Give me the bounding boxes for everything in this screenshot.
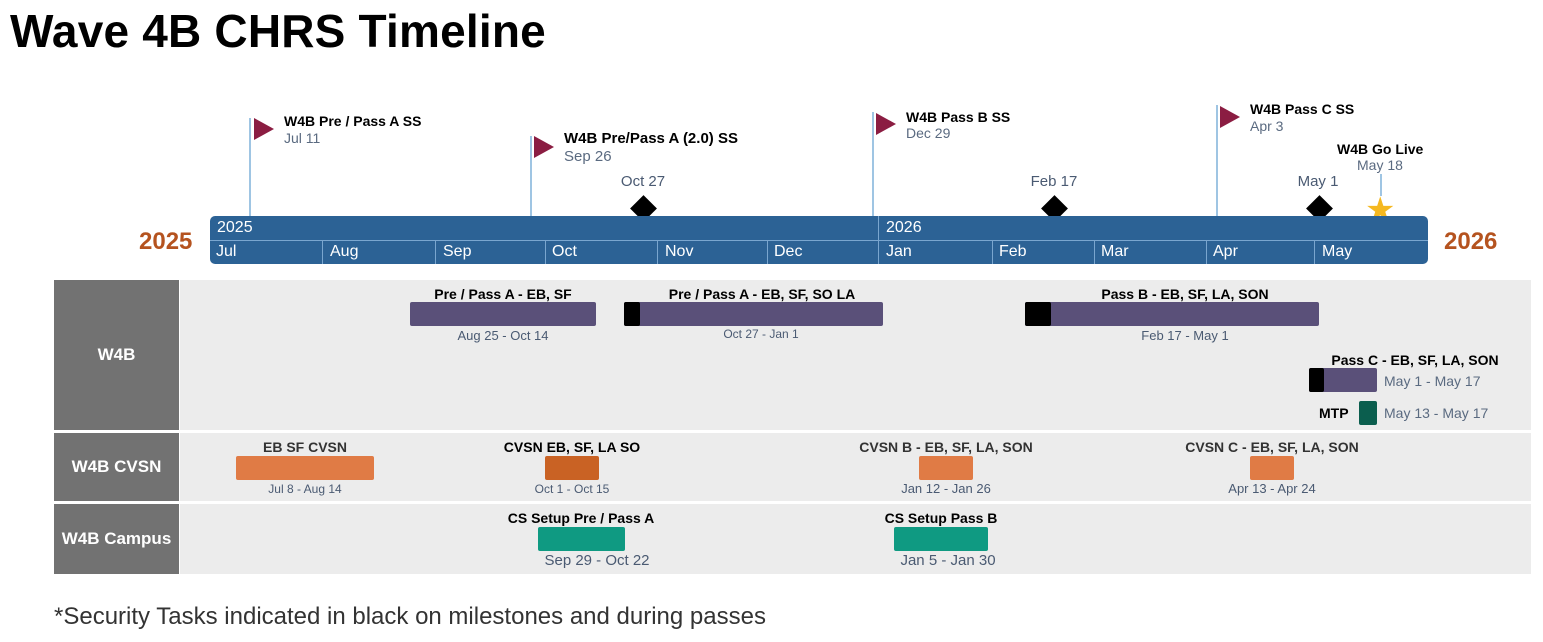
lane-w4b-cvsn <box>180 433 1531 501</box>
task-date: Oct 27 - Jan 1 <box>723 327 799 341</box>
task-label: CS Setup Pass B <box>884 510 998 526</box>
task-date: Apr 13 - Apr 24 <box>1228 481 1316 496</box>
milestone-label: W4B Pre/Pass A (2.0) SS <box>564 130 738 147</box>
task-label: CVSN EB, SF, LA SO <box>503 439 641 455</box>
month-label: Jul <box>216 243 237 260</box>
task-bar <box>1025 302 1319 326</box>
flag-icon <box>876 113 896 135</box>
timeline-divider <box>767 240 768 264</box>
task-bar <box>624 302 883 326</box>
task-label: CS Setup Pre / Pass A <box>507 510 655 526</box>
flag-icon <box>534 136 554 158</box>
footnote: *Security Tasks indicated in black on mi… <box>54 603 766 630</box>
timeline-year: 2025 <box>217 219 253 236</box>
year-right: 2026 <box>1444 228 1498 255</box>
security-task-segment <box>624 302 640 326</box>
task-bar <box>894 527 988 551</box>
task-label: MTP <box>1319 405 1349 421</box>
month-label: Mar <box>1101 243 1129 260</box>
task-bar <box>410 302 596 326</box>
security-task-segment <box>1309 368 1324 392</box>
task-date: Jul 8 - Aug 14 <box>268 482 342 496</box>
task-bar <box>1359 401 1377 425</box>
timeline-divider <box>878 216 879 264</box>
page-title: Wave 4B CHRS Timeline <box>10 5 546 57</box>
month-label: Apr <box>1213 243 1238 260</box>
milestone-pole <box>872 112 874 216</box>
task-date: Sep 29 - Oct 22 <box>544 552 650 569</box>
timeline-bar: 2025 2026 Jul Aug Sep Oct Nov Dec Jan Fe… <box>210 216 1428 264</box>
flag-icon <box>254 118 274 140</box>
task-label: Pass C - EB, SF, LA, SON <box>1331 352 1499 368</box>
security-task-segment <box>1025 302 1051 326</box>
go-live-label: W4B Go Live <box>1337 141 1424 157</box>
lane-header-w4b-campus: W4B Campus <box>54 504 179 574</box>
month-label: Feb <box>999 243 1027 260</box>
year-left: 2025 <box>139 228 193 255</box>
security-milestone-date: Feb 17 <box>1030 173 1078 190</box>
task-bar <box>919 456 973 480</box>
flag-icon <box>1220 106 1240 128</box>
month-label: May <box>1322 243 1353 260</box>
task-date: Oct 1 - Oct 15 <box>534 482 610 496</box>
month-label: Jan <box>886 243 912 260</box>
security-milestone-date: Oct 27 <box>620 173 666 190</box>
milestone-date: Jul 11 <box>284 130 321 146</box>
task-label: CVSN C - EB, SF, LA, SON <box>1185 439 1359 455</box>
milestone-date: Dec 29 <box>906 125 951 141</box>
task-bar <box>1250 456 1294 480</box>
task-bar <box>545 456 599 480</box>
task-label: Pass B - EB, SF, LA, SON <box>1101 286 1269 302</box>
task-label: CVSN B - EB, SF, LA, SON <box>859 439 1033 455</box>
task-label: EB SF CVSN <box>262 439 348 455</box>
task-date: Aug 25 - Oct 14 <box>457 328 549 343</box>
milestone-date: Apr 3 <box>1250 118 1284 134</box>
task-date: Jan 5 - Jan 30 <box>900 552 996 569</box>
milestone-pole <box>249 118 251 216</box>
task-label: Pre / Pass A - EB, SF <box>434 286 572 302</box>
milestone-pole <box>1380 174 1382 196</box>
task-label: Pre / Pass A - EB, SF, SO LA <box>668 286 856 302</box>
milestone-label: W4B Pass B SS <box>906 109 1011 125</box>
task-bar <box>236 456 374 480</box>
month-label: Sep <box>443 243 472 260</box>
lane-header-w4b-cvsn: W4B CVSN <box>54 433 179 501</box>
month-label: Dec <box>774 243 803 260</box>
timeline-divider <box>210 240 1428 241</box>
task-bar <box>538 527 625 551</box>
milestone-pole <box>530 136 532 216</box>
timeline-year: 2026 <box>886 219 922 236</box>
lane-header-w4b: W4B <box>54 280 179 430</box>
month-label: Oct <box>552 243 577 260</box>
timeline-divider <box>1206 240 1207 264</box>
timeline-divider <box>435 240 436 264</box>
milestone-pole <box>1216 105 1218 216</box>
month-label: Nov <box>665 243 694 260</box>
timeline-divider <box>657 240 658 264</box>
timeline-divider <box>992 240 993 264</box>
lane-w4b-campus <box>180 504 1531 574</box>
timeline-divider <box>1314 240 1315 264</box>
task-date: May 13 - May 17 <box>1384 405 1489 421</box>
task-date: Jan 12 - Jan 26 <box>901 481 991 496</box>
milestone-label: W4B Pre / Pass A SS <box>284 113 422 129</box>
go-live-date: May 18 <box>1357 157 1403 173</box>
security-milestone-date: May 1 <box>1297 173 1339 190</box>
timeline-divider <box>545 240 546 264</box>
task-date: Feb 17 - May 1 <box>1141 328 1229 343</box>
milestone-label: W4B Pass C SS <box>1250 101 1355 117</box>
timeline-divider <box>1094 240 1095 264</box>
month-label: Aug <box>330 243 359 260</box>
task-date: May 1 - May 17 <box>1384 373 1481 389</box>
milestone-date: Sep 26 <box>564 148 612 165</box>
timeline-divider <box>322 240 323 264</box>
